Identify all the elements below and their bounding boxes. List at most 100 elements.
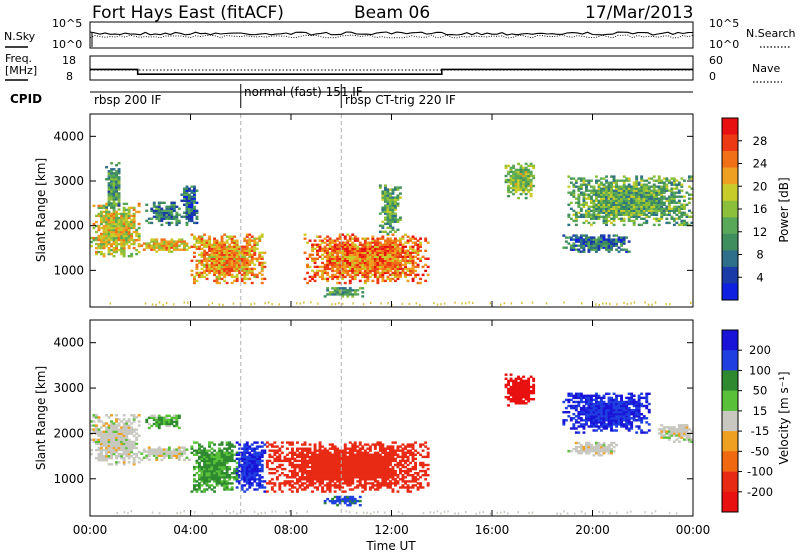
cell-6 (240, 247, 244, 250)
cell-11 (572, 189, 576, 192)
cell-1 (117, 218, 121, 222)
cell-11 (627, 209, 631, 212)
cell-8 (351, 293, 355, 296)
cell-6 (311, 459, 314, 463)
cell-7 (396, 265, 400, 269)
cell-6 (356, 476, 360, 479)
cell-6 (346, 478, 350, 481)
cell-6 (358, 474, 362, 477)
cell-11 (605, 219, 608, 223)
cell-5 (260, 484, 264, 487)
cell-11 (607, 211, 611, 214)
cell-11 (602, 217, 606, 220)
cell-6 (225, 259, 229, 262)
cell-7 (381, 275, 385, 279)
cell-6 (356, 467, 360, 471)
cell-11 (582, 195, 586, 198)
cell-11 (632, 221, 636, 225)
cell-6 (338, 482, 342, 485)
cell-7 (411, 265, 415, 269)
cell-6 (363, 451, 367, 454)
cell-6 (361, 463, 365, 467)
cell-7 (326, 259, 330, 262)
cell-5 (253, 488, 257, 491)
cell-11 (587, 179, 591, 182)
cell-6 (218, 251, 221, 254)
cell-11 (600, 189, 603, 192)
cell-10 (509, 186, 513, 190)
cell-12 (602, 234, 606, 237)
cell-6 (318, 467, 322, 471)
cell-6 (361, 469, 365, 473)
cell-11 (667, 221, 671, 225)
cell-11 (595, 181, 598, 184)
cell-5 (255, 488, 259, 491)
cell-7 (381, 253, 385, 256)
cell-11 (582, 179, 586, 182)
cell-1 (100, 450, 103, 454)
cell-11 (615, 191, 618, 194)
cell-6 (253, 239, 257, 242)
cell-7 (386, 275, 390, 279)
cell-11 (683, 195, 686, 198)
cell-7 (346, 247, 350, 250)
cell-12 (610, 242, 613, 245)
cell-7 (363, 237, 367, 240)
cell-6 (250, 239, 254, 242)
cell-1 (112, 214, 116, 218)
cell-11 (667, 195, 671, 198)
cell-6 (318, 476, 322, 479)
cell-12 (607, 244, 611, 247)
cell-11 (600, 205, 603, 208)
cell-11 (660, 209, 664, 212)
cell-9 (386, 194, 390, 197)
cell-5 (243, 472, 247, 475)
cell-9 (381, 220, 385, 223)
cell-2 (105, 206, 108, 209)
cell-6 (341, 457, 345, 461)
cell-1 (130, 414, 134, 417)
cell-5 (183, 187, 186, 190)
cell-2 (107, 178, 111, 181)
cell-6 (280, 445, 284, 448)
cell-11 (600, 207, 603, 210)
cell-7 (363, 243, 367, 246)
cell-2 (112, 204, 116, 207)
cell-7 (306, 271, 309, 275)
cell-4 (225, 484, 229, 487)
cell-1 (92, 226, 96, 230)
cell-4 (215, 476, 219, 479)
cell-11 (630, 207, 634, 210)
cell-4 (208, 463, 211, 467)
cell-4 (225, 486, 229, 489)
cell-11 (688, 185, 691, 188)
cell-10 (514, 170, 518, 174)
cell-6 (240, 255, 244, 258)
cell-4 (198, 457, 201, 461)
cell-5 (255, 482, 259, 485)
cell-6 (205, 239, 209, 242)
cell-7 (416, 249, 420, 252)
cell-11 (660, 213, 664, 216)
cell-1 (125, 452, 129, 456)
cell-11 (642, 213, 646, 216)
cell-4 (200, 457, 204, 461)
cell-6 (311, 465, 314, 469)
cell-11 (605, 217, 608, 220)
cell-6 (331, 461, 335, 465)
cell-7 (391, 263, 395, 267)
cell-1 (117, 438, 121, 441)
cell-11 (635, 217, 639, 220)
cell-3 (175, 248, 179, 251)
cell-12 (627, 240, 631, 243)
cell-6 (346, 469, 350, 473)
cell-6 (366, 451, 370, 454)
cell-4 (208, 465, 211, 469)
cell-6 (298, 478, 302, 481)
cell-11 (600, 195, 603, 198)
freq-label-line2: [MHz] (5, 64, 37, 77)
cell-7 (338, 247, 342, 250)
cell-6 (283, 457, 287, 461)
cell-6 (351, 457, 355, 461)
